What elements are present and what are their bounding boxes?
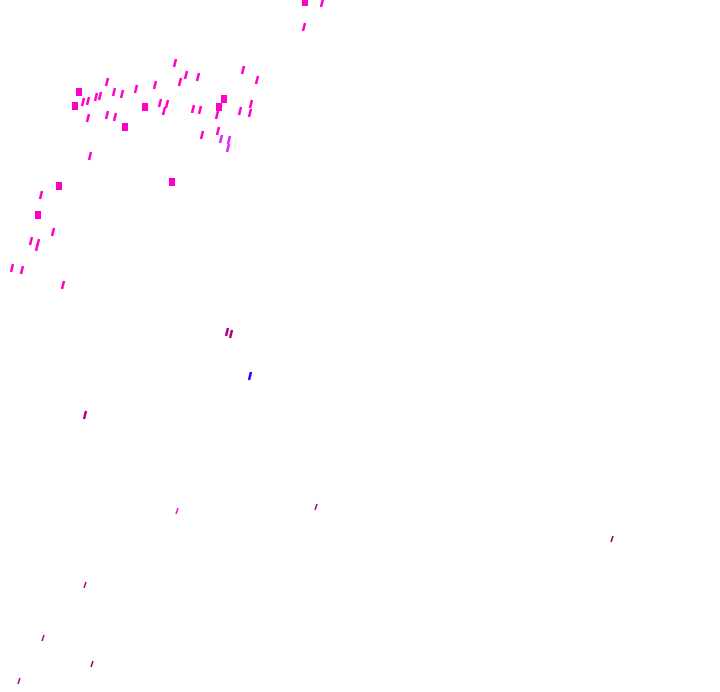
slash-mark <box>247 371 253 381</box>
slash-mark <box>224 327 230 337</box>
blob-mark <box>302 0 308 6</box>
slash-mark <box>314 503 318 511</box>
slash-mark <box>197 105 203 115</box>
blob-mark <box>72 102 78 110</box>
blob-mark <box>169 178 175 186</box>
slash-mark <box>87 151 93 161</box>
slash-mark <box>17 677 21 685</box>
slash-mark <box>164 99 170 109</box>
slash-mark <box>190 104 196 114</box>
slash-mark <box>83 581 87 589</box>
slash-mark <box>104 77 110 87</box>
slash-mark <box>161 106 167 116</box>
slash-mark <box>228 329 234 339</box>
slash-mark <box>199 130 205 140</box>
slash-mark <box>90 660 94 668</box>
blob-mark <box>122 123 128 131</box>
slash-mark <box>172 58 178 68</box>
slash-mark <box>218 134 224 144</box>
slash-mark <box>28 236 34 246</box>
slash-mark <box>226 135 232 145</box>
slash-mark <box>240 65 246 75</box>
slash-mark <box>9 263 15 273</box>
blob-mark <box>56 182 62 190</box>
slash-mark <box>254 75 260 85</box>
slash-mark <box>85 96 91 106</box>
slash-mark <box>225 143 231 153</box>
slash-mark <box>93 92 99 102</box>
slash-mark <box>319 0 325 8</box>
slash-mark <box>111 87 117 97</box>
slash-mark <box>34 242 40 252</box>
slash-mark <box>19 265 25 275</box>
slash-mark <box>82 410 88 420</box>
slash-mark <box>610 535 614 543</box>
slash-mark <box>38 190 44 200</box>
blob-mark <box>221 95 227 103</box>
slash-mark <box>214 110 220 120</box>
slash-mark <box>247 108 253 118</box>
blob-mark <box>76 88 82 96</box>
slash-mark <box>60 280 66 290</box>
slash-mark <box>301 22 307 32</box>
slash-mark <box>152 80 158 90</box>
slash-mark <box>157 98 163 108</box>
slash-mark <box>119 89 125 99</box>
blob-mark <box>35 211 41 219</box>
slash-mark <box>85 113 91 123</box>
slash-mark <box>133 84 139 94</box>
slash-mark <box>41 634 45 642</box>
slash-mark <box>183 70 189 80</box>
slash-mark <box>215 126 221 136</box>
slash-mark <box>80 97 86 107</box>
slash-mark <box>104 110 110 120</box>
slash-mark <box>97 91 103 101</box>
slash-mark <box>50 227 56 237</box>
blob-mark <box>216 103 222 111</box>
slash-mark <box>175 507 179 515</box>
slash-mark <box>177 77 183 87</box>
slash-mark <box>112 112 118 122</box>
slash-mark <box>248 99 254 109</box>
slash-mark <box>195 72 201 82</box>
blob-mark <box>142 103 148 111</box>
slash-mark <box>237 106 243 116</box>
